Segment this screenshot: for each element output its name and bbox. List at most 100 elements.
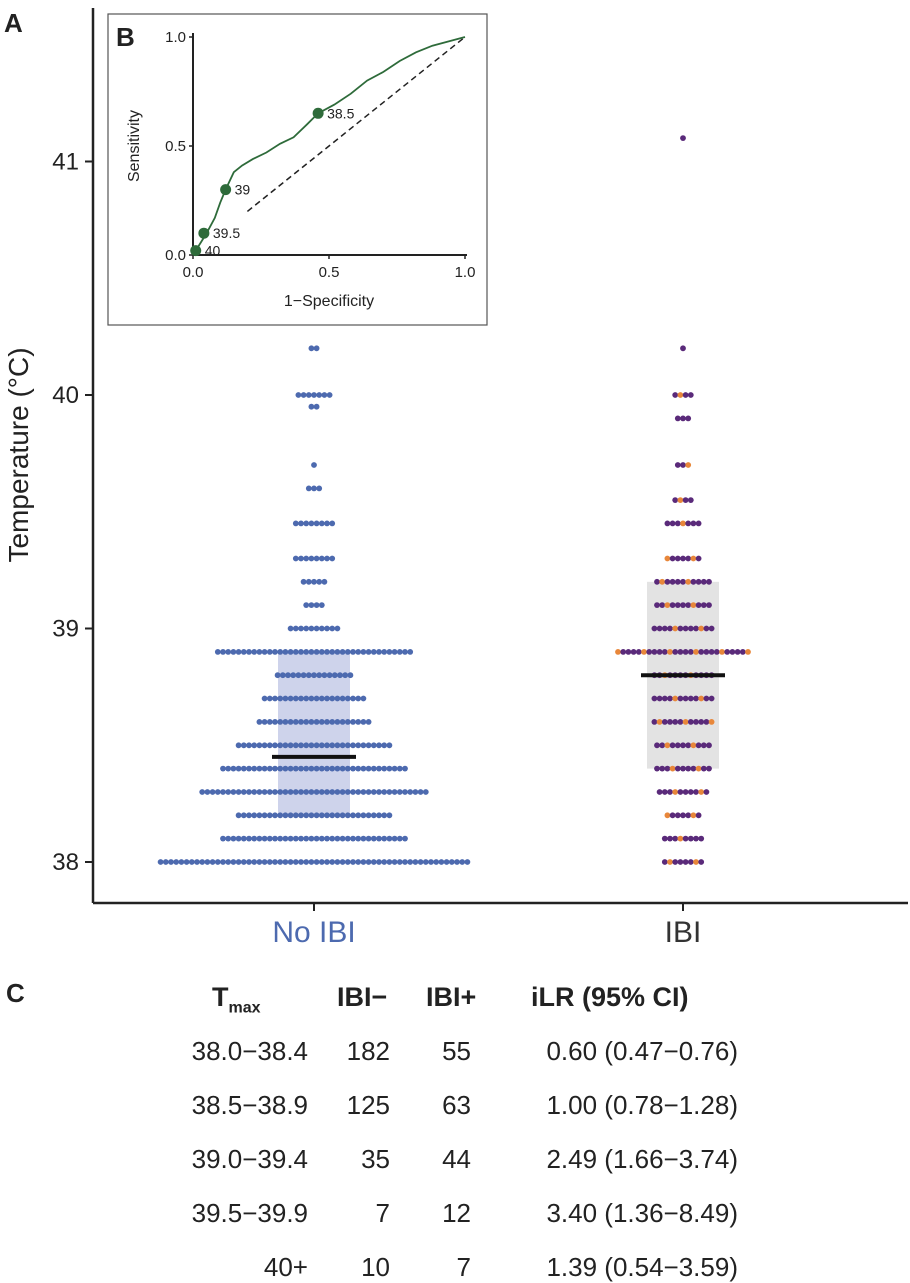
no-ibi-point: [376, 742, 382, 749]
ibi-point: [700, 742, 707, 749]
no-ibi-point: [396, 789, 403, 795]
table-cell: 12: [442, 1198, 471, 1228]
ibi-point: [661, 789, 668, 795]
no-ibi-point: [313, 859, 320, 865]
no-ibi-point: [303, 625, 310, 632]
no-ibi-point: [209, 789, 216, 795]
no-ibi-point: [308, 719, 315, 725]
no-ibi-point: [168, 859, 174, 865]
no-ibi-point: [355, 789, 362, 795]
ibi-point: [669, 520, 676, 527]
no-ibi-point: [318, 742, 325, 749]
ibi-point: [698, 719, 705, 725]
table-header-tmax-sub: max: [228, 999, 261, 1017]
no-ibi-point: [204, 859, 211, 865]
no-ibi-point: [334, 625, 341, 632]
no-ibi-point: [298, 789, 304, 795]
no-ibi-point: [331, 672, 338, 679]
ibi-point: [687, 625, 694, 632]
no-ibi-point: [321, 672, 328, 679]
no-ibi-point: [287, 835, 294, 842]
no-ibi-point: [261, 835, 268, 842]
ibi-point: [708, 649, 715, 655]
ibi-point: [672, 789, 679, 795]
no-ibi-point: [256, 859, 263, 865]
table-cell: 63: [442, 1090, 471, 1120]
no-ibi-point: [308, 403, 315, 410]
no-ibi-point: [344, 695, 351, 702]
ibi-point: [659, 602, 666, 608]
no-ibi-point: [261, 812, 268, 819]
no-ibi-point: [251, 649, 258, 655]
ibi-point: [693, 859, 699, 865]
no-ibi-point: [391, 765, 398, 772]
no-ibi-point: [308, 625, 315, 632]
no-ibi-point: [256, 835, 263, 842]
ibi-point: [674, 462, 681, 468]
no-ibi-point: [318, 859, 325, 865]
no-ibi-point: [324, 555, 330, 562]
no-ibi-point: [292, 520, 299, 527]
no-ibi-point: [355, 695, 362, 702]
ibi-point: [667, 719, 673, 725]
ibi-point: [693, 695, 699, 702]
no-ibi-point: [298, 859, 304, 865]
ibi-point: [674, 742, 681, 749]
no-ibi-point: [318, 649, 325, 655]
no-ibi-point: [240, 789, 247, 795]
ibi-point: [672, 497, 679, 503]
ibi-point: [669, 578, 676, 585]
no-ibi-point: [311, 672, 317, 679]
no-ibi-point: [298, 765, 304, 772]
y-tick-label: 39: [52, 616, 79, 643]
no-ibi-point: [256, 789, 263, 795]
no-ibi-point: [381, 789, 388, 795]
no-ibi-point: [287, 812, 294, 819]
ibi-point: [656, 695, 663, 702]
no-ibi-point: [396, 859, 403, 865]
ibi-point: [667, 835, 673, 842]
ibi-point: [677, 695, 684, 702]
no-ibi-point: [342, 672, 349, 679]
ibi-point: [680, 602, 686, 608]
no-ibi-point: [396, 835, 403, 842]
no-ibi-point: [282, 789, 289, 795]
ibi-point: [659, 765, 666, 772]
no-ibi-point: [230, 765, 237, 772]
no-ibi-point: [326, 672, 333, 679]
ibi-point: [674, 555, 681, 562]
x-category-label: IBI: [665, 916, 702, 949]
ibi-point: [682, 392, 689, 398]
no-ibi-point: [407, 789, 414, 795]
no-ibi-point: [313, 719, 320, 725]
no-ibi-point: [376, 649, 382, 655]
no-ibi-point: [292, 649, 299, 655]
no-ibi-point: [261, 649, 268, 655]
no-ibi-point: [303, 520, 310, 527]
no-ibi-point: [303, 555, 310, 562]
no-ibi-point: [277, 719, 284, 725]
ibi-point: [672, 392, 679, 398]
no-ibi-point: [324, 765, 330, 772]
no-ibi-point: [324, 719, 330, 725]
ibi-point: [687, 719, 694, 725]
ibi-point: [651, 625, 658, 632]
no-ibi-point: [318, 719, 325, 725]
no-ibi-point: [318, 789, 325, 795]
no-ibi-point: [303, 742, 310, 749]
no-ibi-point: [230, 789, 237, 795]
no-ibi-point: [381, 859, 388, 865]
ibi-point: [682, 859, 689, 865]
no-ibi-point: [459, 859, 466, 865]
no-ibi-point: [350, 742, 356, 749]
no-ibi-point: [266, 859, 273, 865]
no-ibi-point: [464, 859, 471, 865]
no-ibi-point: [214, 649, 221, 655]
no-ibi-point: [261, 789, 268, 795]
ibi-point: [682, 835, 689, 842]
no-ibi-point: [386, 765, 393, 772]
no-ibi-point: [313, 555, 320, 562]
ibi-point: [698, 835, 705, 842]
no-ibi-point: [266, 695, 273, 702]
no-ibi-point: [365, 859, 372, 865]
